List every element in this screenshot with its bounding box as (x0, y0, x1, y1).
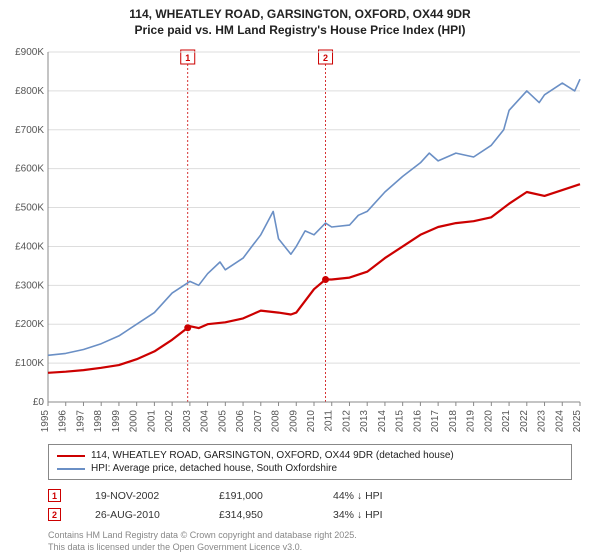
y-tick-label: £200K (15, 320, 44, 331)
x-tick-label: 2007 (253, 410, 264, 433)
sale-price: £191,000 (219, 490, 299, 502)
x-tick-label: 2012 (341, 410, 352, 433)
x-tick-label: 2016 (412, 410, 423, 433)
x-tick-label: 2008 (271, 410, 282, 433)
legend-swatch (57, 468, 85, 470)
chart-title: 114, WHEATLEY ROAD, GARSINGTON, OXFORD, … (0, 0, 600, 38)
x-tick-label: 2021 (501, 410, 512, 433)
sale-delta: 34% ↓ HPI (333, 509, 413, 521)
x-tick-label: 2013 (359, 410, 370, 433)
x-tick-label: 2009 (288, 410, 299, 433)
x-tick-label: 2020 (483, 410, 494, 433)
legend: 114, WHEATLEY ROAD, GARSINGTON, OXFORD, … (48, 444, 572, 480)
sale-point (322, 276, 329, 283)
sale-date: 26-AUG-2010 (95, 509, 185, 521)
y-tick-label: £800K (15, 86, 44, 97)
x-tick-label: 2011 (324, 410, 335, 432)
y-tick-label: £900K (15, 47, 44, 58)
y-tick-label: £700K (15, 125, 44, 136)
sale-number-box: 1 (48, 489, 61, 502)
x-tick-label: 2014 (377, 410, 388, 433)
sale-marker-number: 1 (185, 53, 190, 63)
x-tick-label: 2005 (217, 410, 228, 433)
x-tick-label: 2017 (430, 410, 441, 433)
title-line-1: 114, WHEATLEY ROAD, GARSINGTON, OXFORD, … (0, 6, 600, 22)
x-tick-label: 1995 (40, 410, 51, 433)
series-property (48, 185, 580, 374)
title-line-2: Price paid vs. HM Land Registry's House … (0, 22, 600, 38)
x-tick-label: 1997 (75, 410, 86, 433)
legend-row: 114, WHEATLEY ROAD, GARSINGTON, OXFORD, … (57, 449, 563, 462)
y-tick-label: £100K (15, 358, 44, 369)
x-tick-label: 2025 (572, 410, 583, 433)
sale-marker-number: 2 (323, 53, 328, 63)
x-tick-label: 2001 (146, 410, 157, 433)
sale-row: 2 26-AUG-2010 £314,950 34% ↓ HPI (48, 505, 572, 524)
series-hpi (48, 80, 580, 356)
y-tick-label: £400K (15, 242, 44, 253)
x-tick-label: 2019 (466, 410, 477, 433)
sale-number-box: 2 (48, 508, 61, 521)
sale-row: 1 19-NOV-2002 £191,000 44% ↓ HPI (48, 486, 572, 505)
x-tick-label: 1998 (93, 410, 104, 433)
x-tick-label: 2022 (519, 410, 530, 433)
x-tick-label: 2006 (235, 410, 246, 433)
footer-line-2: This data is licensed under the Open Gov… (48, 542, 572, 553)
y-tick-label: £300K (15, 281, 44, 292)
legend-row: HPI: Average price, detached house, Sout… (57, 462, 563, 475)
x-tick-label: 2010 (306, 410, 317, 433)
x-tick-label: 2004 (200, 410, 211, 433)
sale-delta: 44% ↓ HPI (333, 490, 413, 502)
sale-date: 19-NOV-2002 (95, 490, 185, 502)
legend-swatch (57, 455, 85, 457)
legend-label: 114, WHEATLEY ROAD, GARSINGTON, OXFORD, … (91, 450, 454, 461)
sales-table: 1 19-NOV-2002 £191,000 44% ↓ HPI 2 26-AUG-201… (48, 486, 572, 524)
x-tick-label: 2023 (537, 410, 548, 433)
x-tick-label: 2018 (448, 410, 459, 433)
sale-point (184, 325, 191, 332)
x-tick-label: 2015 (395, 410, 406, 433)
x-tick-label: 2000 (129, 410, 140, 433)
footer-attribution: Contains HM Land Registry data © Crown c… (48, 530, 572, 553)
x-tick-label: 2024 (554, 410, 565, 433)
x-tick-label: 2003 (182, 410, 193, 433)
legend-label: HPI: Average price, detached house, Sout… (91, 463, 337, 474)
x-tick-label: 1999 (111, 410, 122, 433)
sale-price: £314,950 (219, 509, 299, 521)
y-tick-label: £600K (15, 164, 44, 175)
x-tick-label: 2002 (164, 410, 175, 433)
chart-area: 1 2 £0 £100K £200K £300K £400K £500K £600K £700K £… (0, 38, 600, 438)
line-chart-svg: 1 2 £0 £100K £200K £300K £400K £500K £600K £700K £… (0, 38, 600, 438)
y-tick-label: £500K (15, 203, 44, 214)
x-tick-label: 1996 (58, 410, 69, 433)
y-tick-label: £0 (33, 397, 45, 408)
footer-line-1: Contains HM Land Registry data © Crown c… (48, 530, 572, 541)
